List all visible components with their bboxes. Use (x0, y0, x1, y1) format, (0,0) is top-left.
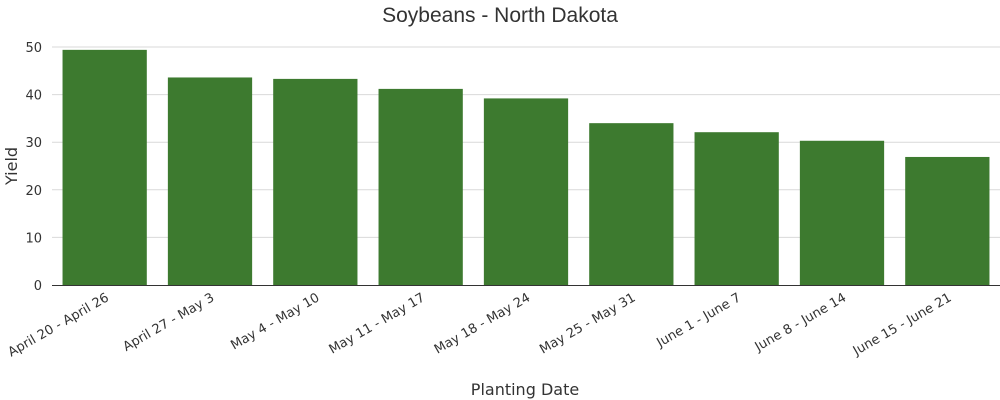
y-tick-label: 0 (34, 279, 42, 294)
x-tick-label: June 15 - June 21 (850, 290, 954, 359)
x-tick-label: May 11 - May 17 (327, 290, 428, 357)
bar (167, 77, 253, 286)
x-axis-title: Planting Date (471, 380, 579, 399)
y-tick-label: 10 (25, 231, 42, 246)
bar (62, 49, 147, 285)
x-tick-label: May 25 - May 31 (537, 290, 638, 357)
y-tick-label: 20 (25, 184, 42, 199)
x-tick-label: June 8 - June 14 (752, 290, 849, 355)
y-axis-title: Yield (2, 147, 21, 186)
y-tick-label: 50 (25, 41, 42, 56)
x-tick-label: May 4 - May 10 (228, 290, 322, 353)
y-tick-label: 40 (25, 89, 42, 104)
bar (694, 132, 779, 285)
x-tick-label: June 1 - June 7 (654, 290, 744, 351)
bar (378, 88, 463, 285)
x-tick-label: April 27 - May 3 (121, 290, 217, 354)
x-tick-label: May 18 - May 24 (432, 290, 533, 357)
y-tick-label: 30 (25, 136, 42, 151)
y-axis-ticks: 0 10 20 30 40 50 (25, 41, 42, 294)
x-tick-label: April 20 - April 26 (6, 290, 112, 360)
bar (905, 156, 990, 285)
bar (589, 123, 674, 285)
x-axis-ticks: April 20 - April 26 April 27 - May 3 May 4… (6, 290, 955, 360)
bar (483, 98, 569, 286)
chart-title: Soybeans - North Dakota (382, 4, 618, 27)
bars (62, 49, 990, 286)
bar (799, 140, 885, 285)
bar (273, 78, 358, 285)
